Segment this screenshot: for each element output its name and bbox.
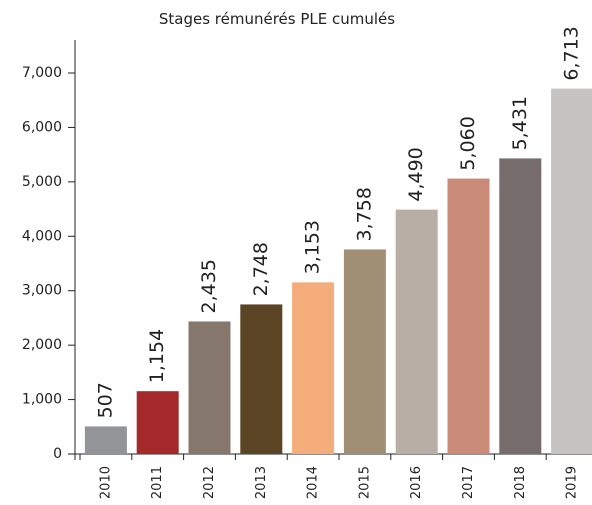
bar: [84, 426, 127, 454]
bar: [240, 304, 283, 454]
x-tick-label: 2011: [150, 466, 165, 499]
bar: [343, 249, 386, 454]
x-tick-label: 2019: [565, 466, 580, 499]
x-tick-label: 2014: [306, 466, 321, 499]
bar: [499, 158, 542, 454]
chart-title: Stages rémunérés PLE cumulés: [159, 10, 395, 28]
y-tick-label: 2,000: [22, 337, 62, 353]
value-label: 4,490: [405, 147, 427, 201]
y-tick-label: 0: [53, 446, 62, 462]
value-label: 3,153: [302, 220, 324, 274]
x-tick-label: 2016: [409, 466, 424, 499]
x-tick-label: 2010: [98, 466, 113, 499]
value-label: 2,435: [198, 259, 220, 313]
value-label: 5,431: [509, 96, 531, 150]
bar: [447, 178, 490, 454]
y-tick-label: 4,000: [22, 228, 62, 244]
value-label: 2,748: [250, 242, 272, 296]
value-label: 3,758: [353, 187, 375, 241]
y-tick-label: 6,000: [22, 119, 62, 135]
bar: [136, 391, 179, 454]
x-tick-label: 2013: [254, 466, 269, 499]
value-label: 1,154: [146, 329, 168, 383]
bar: [292, 282, 335, 454]
value-label: 5,060: [457, 116, 479, 170]
bar: [188, 321, 231, 454]
x-tick-label: 2017: [461, 466, 476, 499]
bar: [551, 88, 592, 454]
y-tick-label: 5,000: [22, 174, 62, 190]
x-tick-label: 2012: [202, 466, 217, 499]
bar: [395, 209, 438, 454]
y-tick-label: 3,000: [22, 283, 62, 299]
y-tick-label: 7,000: [22, 65, 62, 81]
x-tick-label: 2018: [513, 466, 528, 499]
y-tick-label: 1,000: [22, 392, 62, 408]
value-label: 507: [94, 382, 116, 418]
value-label: 6,713: [561, 26, 583, 80]
x-tick-label: 2015: [357, 466, 372, 499]
